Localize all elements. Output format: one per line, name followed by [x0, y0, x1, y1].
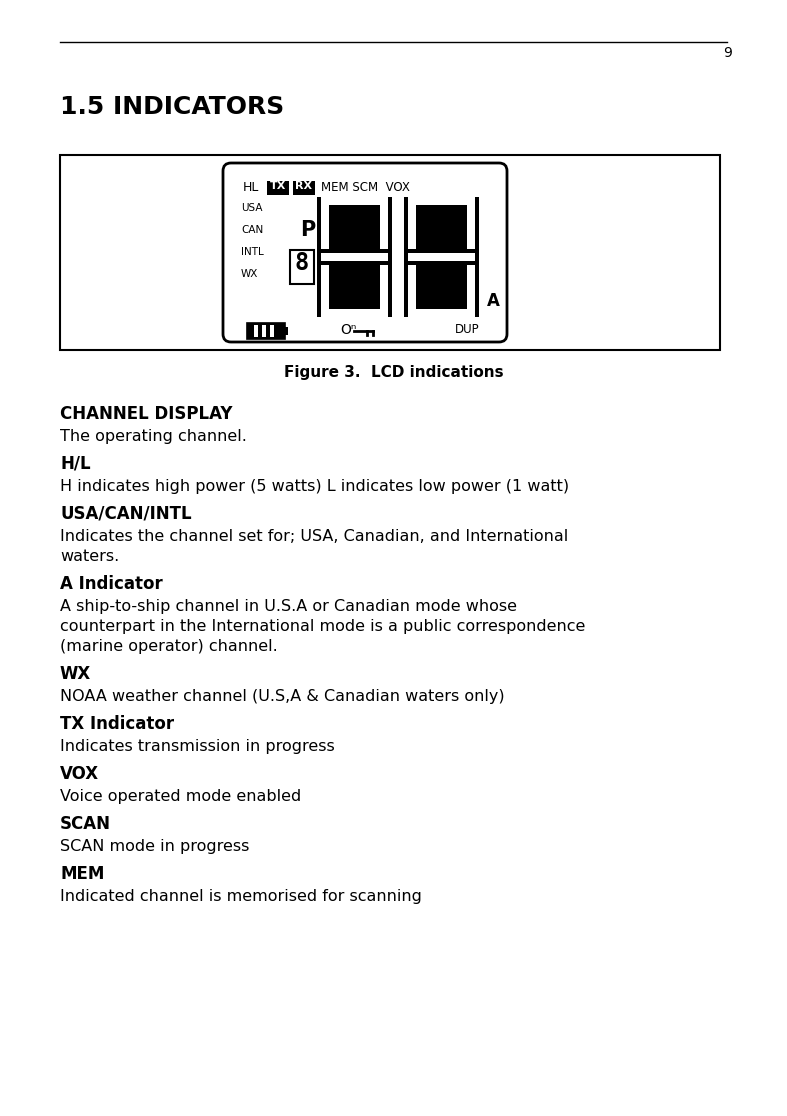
Text: MEM: MEM	[60, 865, 105, 883]
Text: A Indicator: A Indicator	[60, 575, 163, 593]
Text: INTL: INTL	[241, 247, 264, 257]
Bar	[321, 309, 388, 317]
Bar	[254, 325, 258, 337]
Text: counterpart in the International mode is a public correspondence: counterpart in the International mode is…	[60, 619, 586, 634]
Text: 8: 8	[295, 251, 309, 275]
Text: CHANNEL DISPLAY: CHANNEL DISPLAY	[60, 405, 232, 423]
Text: HL: HL	[243, 181, 260, 194]
Text: H indicates high power (5 watts) L indicates low power (1 watt): H indicates high power (5 watts) L indic…	[60, 479, 569, 494]
Text: waters.: waters.	[60, 549, 120, 564]
Bar	[321, 198, 388, 205]
Text: P: P	[300, 220, 316, 240]
Text: DUP: DUP	[455, 323, 479, 336]
Text: USA/CAN/INTL: USA/CAN/INTL	[60, 506, 191, 523]
Bar	[321, 253, 388, 261]
Text: MEM SCM  VOX: MEM SCM VOX	[321, 181, 410, 194]
Text: 1.5 INDICATORS: 1.5 INDICATORS	[60, 95, 284, 119]
Text: Figure 3.  LCD indications: Figure 3. LCD indications	[283, 365, 504, 381]
Text: The operating channel.: The operating channel.	[60, 429, 247, 444]
Text: SCAN mode in progress: SCAN mode in progress	[60, 839, 249, 854]
Bar	[408, 264, 416, 309]
Text: A ship-to-ship channel in U.S.A or Canadian mode whose: A ship-to-ship channel in U.S.A or Canad…	[60, 599, 517, 614]
Text: WX: WX	[241, 269, 258, 279]
Text: NOAA weather channel (U.S,A & Canadian waters only): NOAA weather channel (U.S,A & Canadian w…	[60, 689, 504, 704]
Bar	[467, 264, 475, 309]
Text: RX: RX	[295, 181, 312, 191]
Bar	[60, 155, 720, 350]
Text: H/L: H/L	[60, 455, 91, 473]
Text: VOX: VOX	[60, 764, 99, 783]
FancyBboxPatch shape	[223, 163, 507, 341]
Bar	[408, 253, 475, 261]
Bar	[285, 327, 288, 335]
Text: Indicates transmission in progress: Indicates transmission in progress	[60, 739, 334, 754]
Bar	[321, 264, 329, 309]
Text: (marine operator) channel.: (marine operator) channel.	[60, 639, 278, 654]
Text: TX Indicator: TX Indicator	[60, 715, 174, 733]
Bar	[408, 309, 475, 317]
Bar	[317, 198, 392, 317]
Bar	[293, 181, 315, 195]
Text: SCAN: SCAN	[60, 815, 111, 833]
Bar	[270, 325, 274, 337]
Text: USA: USA	[241, 203, 263, 213]
Bar	[467, 205, 475, 249]
Bar	[267, 181, 289, 195]
Bar	[408, 205, 416, 249]
Bar	[262, 325, 266, 337]
Bar	[380, 264, 388, 309]
Bar	[380, 205, 388, 249]
Text: A: A	[487, 292, 500, 310]
Text: Indicates the channel set for; USA, Canadian, and International: Indicates the channel set for; USA, Cana…	[60, 529, 568, 543]
Text: Indicated channel is memorised for scanning: Indicated channel is memorised for scann…	[60, 889, 422, 904]
Bar	[408, 198, 475, 205]
Bar	[247, 323, 285, 339]
Text: Oⁿ: Oⁿ	[340, 323, 357, 337]
Text: 9: 9	[723, 46, 732, 60]
Text: TX: TX	[270, 181, 286, 191]
FancyBboxPatch shape	[290, 250, 314, 283]
Text: CAN: CAN	[241, 225, 263, 235]
Bar	[321, 205, 329, 249]
Text: Voice operated mode enabled: Voice operated mode enabled	[60, 789, 301, 804]
Bar	[404, 198, 479, 317]
Text: WX: WX	[60, 665, 91, 683]
